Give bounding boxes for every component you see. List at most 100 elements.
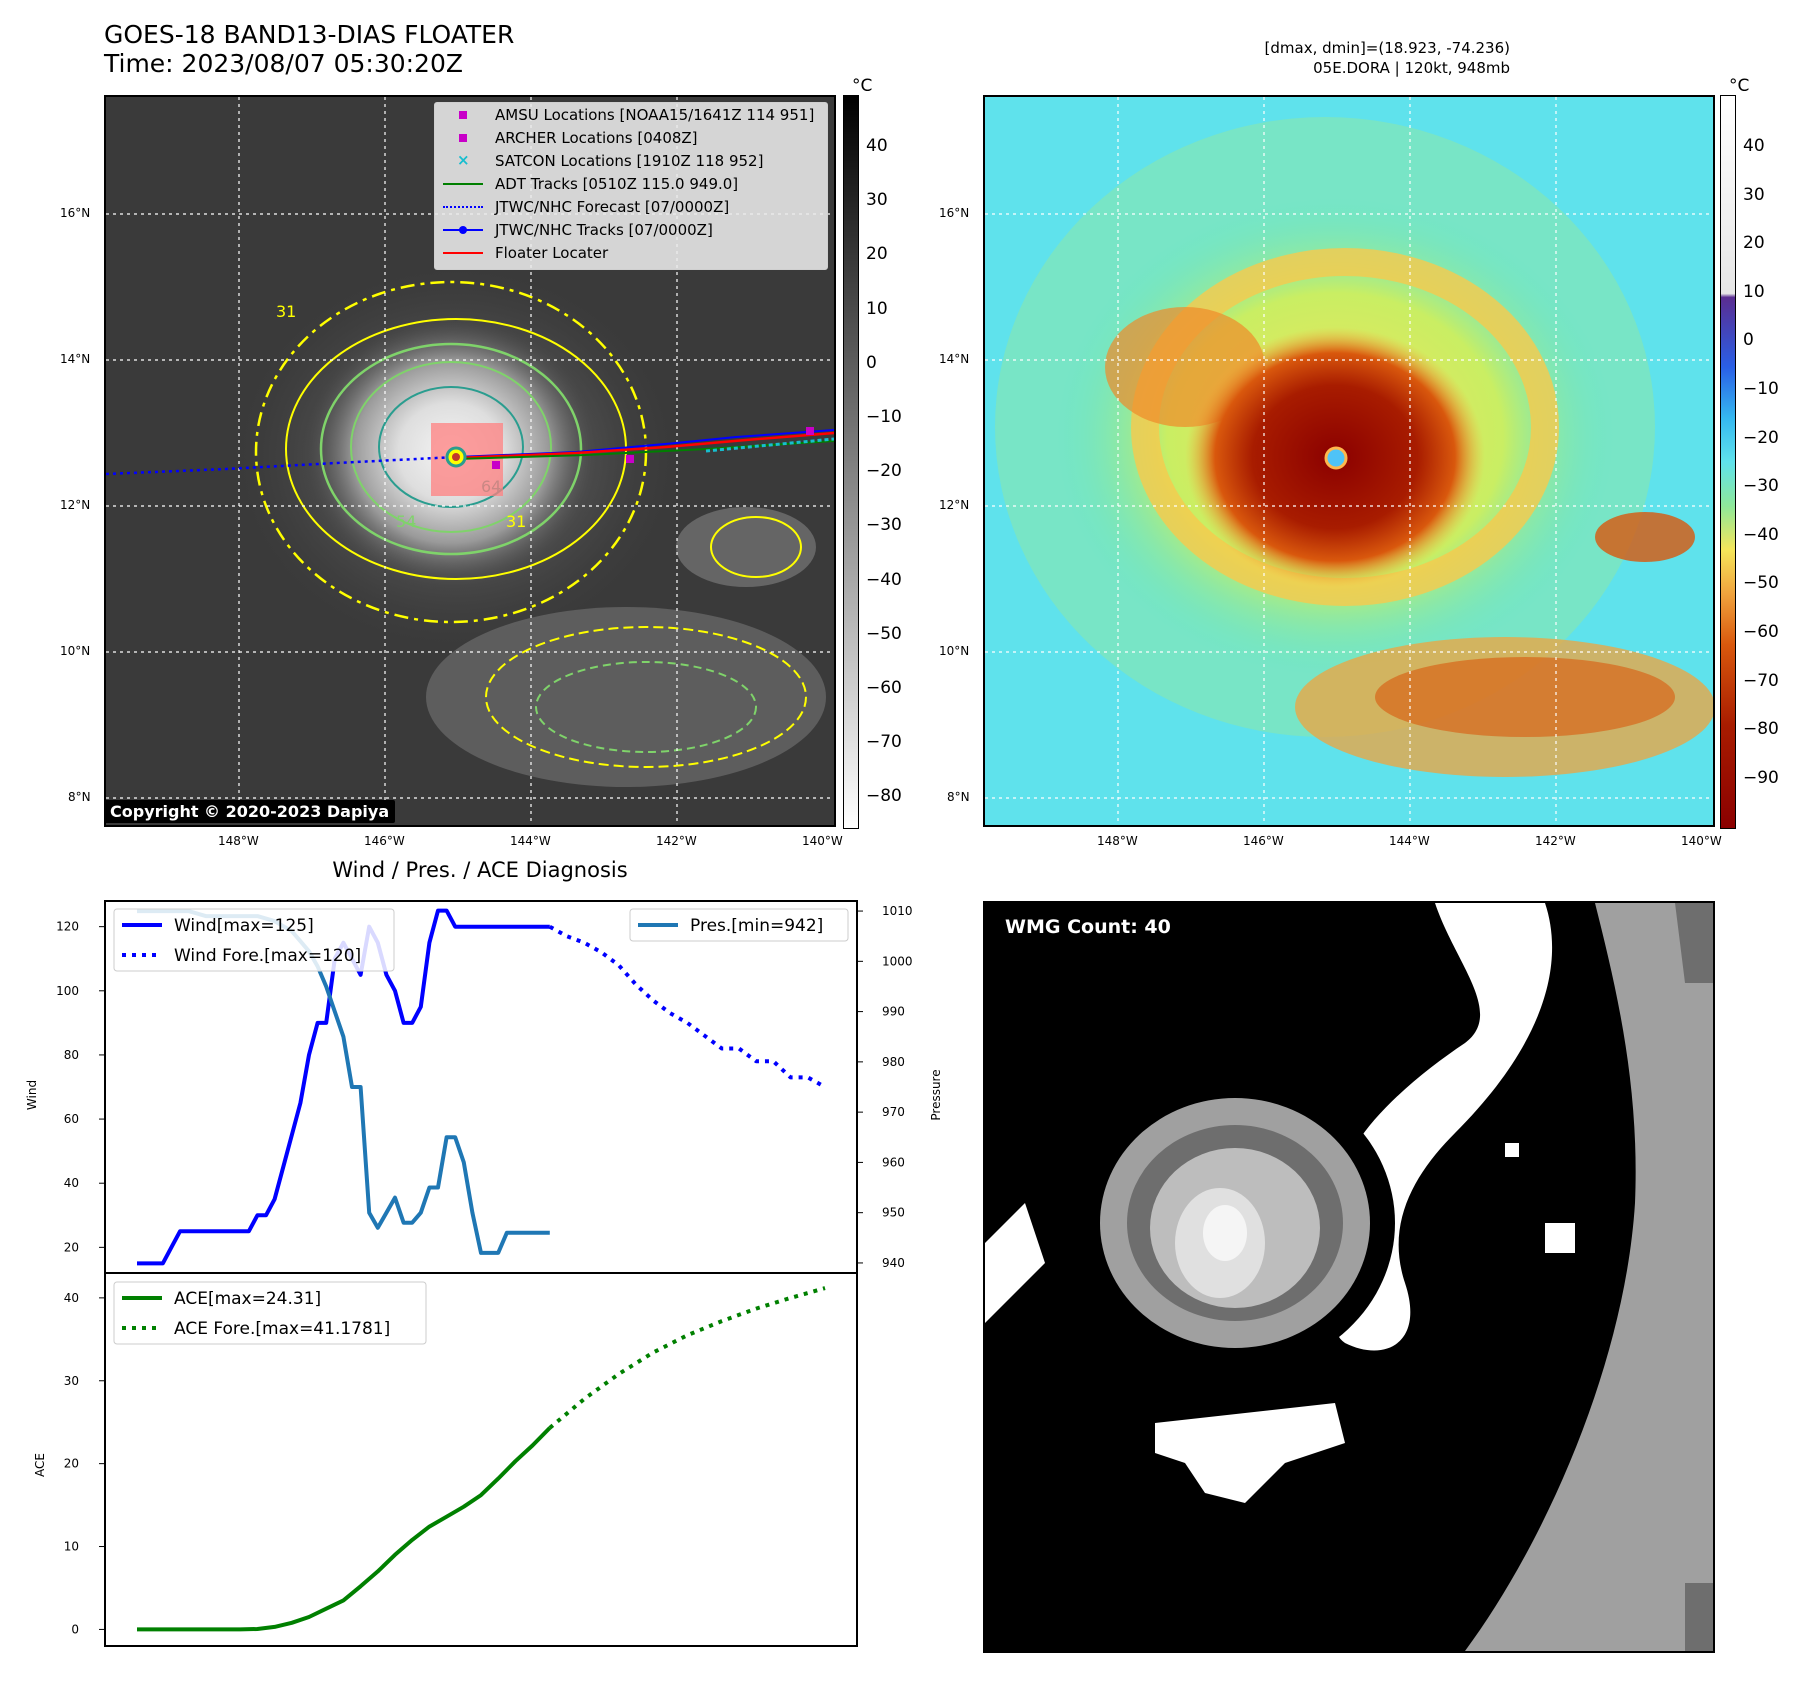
contour-label-31-north: 31 <box>276 302 296 321</box>
colorbar-color-tick-8: −40 <box>1743 524 1779 545</box>
colorbar-color-tick-12: −80 <box>1743 719 1779 740</box>
ace-ticks: 0 10 20 30 40 <box>64 1291 105 1636</box>
pressure-tick-label-950: 950 <box>882 1206 905 1220</box>
storm-summary-label: 05E.DORA | 120kt, 948mb <box>1313 59 1510 77</box>
wind-tick-label-80: 80 <box>64 1048 79 1062</box>
figure-title-line1: GOES-18 BAND13-DIAS FLOATER <box>104 20 515 49</box>
legend-adt: ADT Tracks [0510Z 115.0 949.0] <box>443 173 738 195</box>
pressure-ticks: 940 950 960 970 980 990 1000 1010 <box>857 904 913 1270</box>
legend-wind-fore-label: Wind Fore.[max=120] <box>174 946 361 966</box>
ace-lines <box>137 1286 826 1632</box>
map-gridlines-color <box>985 97 1713 825</box>
legend-pressure-label: Pres.[min=942] <box>690 916 823 936</box>
floater-track <box>455 431 834 460</box>
lat-label-10n-color: 10°N <box>939 644 970 658</box>
legend-forecast: JTWC/NHC Forecast [07/0000Z] <box>443 196 729 218</box>
lon-label-142w: 142°W <box>656 834 697 848</box>
ace-tick-label-30: 30 <box>64 1374 79 1388</box>
wind-legend: Wind[max=125] Wind Fore.[max=120] <box>113 908 395 972</box>
forecast-track <box>106 455 457 476</box>
map-gridlines <box>106 97 834 825</box>
amsu-location-marker <box>626 455 634 463</box>
lat-label-8n-color: 8°N <box>947 790 970 804</box>
legend-archer: ARCHER Locations [0408Z] <box>443 127 698 149</box>
wind-tick-label-100: 100 <box>56 984 79 998</box>
colorbar-color-tick-3: 10 <box>1743 281 1765 302</box>
colorbar-color-tick-4: 0 <box>1743 330 1754 351</box>
wind-forecast-line <box>548 924 826 1089</box>
colorbar-gray-tick-0: 40 <box>866 136 888 156</box>
lon-label-148w: 148°W <box>218 834 259 848</box>
pressure-tick-label-960: 960 <box>882 1155 905 1169</box>
ace-tick-label-0: 0 <box>71 1622 79 1636</box>
ace-line <box>137 1426 552 1632</box>
ir-color-image <box>985 97 1713 825</box>
legend-satcon: × SATCON Locations [1910Z 118 952] <box>457 151 764 170</box>
pressure-axis-label: Pressure <box>929 1069 943 1120</box>
pressure-tick-label-990: 990 <box>882 1005 905 1019</box>
lat-label-12n: 12°N <box>60 498 91 512</box>
storm-eye-color <box>1324 446 1348 470</box>
legend-wind-label: Wind[max=125] <box>174 916 314 936</box>
colorbar-gray-tick-8: −40 <box>866 569 902 590</box>
colorbar-color-tick-6: −20 <box>1743 427 1779 448</box>
copyright-badge: Copyright © 2020-2023 Dapiya <box>104 800 396 823</box>
colorbar-color-tick-9: −50 <box>1743 573 1779 594</box>
colorbar-color-tick-10: −60 <box>1743 622 1779 642</box>
colorbar-color-tick-1: 30 <box>1743 184 1765 205</box>
lat-label-8n: 8°N <box>68 790 91 804</box>
colorbar-gray-tick-7: −30 <box>866 515 902 536</box>
archer-location-marker <box>492 461 500 469</box>
lat-label-12n-color: 12°N <box>939 498 970 512</box>
lon-label-140w: 140°W <box>802 834 843 848</box>
ir-color-map[interactable] <box>983 95 1715 827</box>
lon-label-146w-color: 146°W <box>1243 834 1284 848</box>
legend-ace-fore-label: ACE Fore.[max=41.1781] <box>174 1319 390 1339</box>
colorbar-gray-tick-4: 0 <box>866 352 877 373</box>
legend-amsu: AMSU Locations [NOAA15/1641Z 114 951] <box>443 104 814 126</box>
lon-label-144w: 144°W <box>510 834 551 848</box>
track-legend: AMSU Locations [NOAA15/1641Z 114 951] AR… <box>434 102 828 270</box>
colorbar-gray-unit: °C <box>852 76 873 96</box>
ace-legend: ACE[max=24.31] ACE Fore.[max=41.1781] <box>113 1281 427 1345</box>
wind-tick-label-120: 120 <box>56 920 79 934</box>
wind-tick-label-20: 20 <box>64 1240 79 1254</box>
colorbar-gray-tick-1: 30 <box>866 190 888 211</box>
figure-title-line2: Time: 2023/08/07 05:30:20Z <box>104 49 463 78</box>
pressure-tick-label-970: 970 <box>882 1105 905 1119</box>
pressure-tick-label-1000: 1000 <box>882 954 913 968</box>
colorbar-gray-tick-11: −70 <box>866 732 902 753</box>
colorbar-color-tick-13: −90 <box>1743 767 1779 788</box>
colorbar-gray-tick-12: −80 <box>866 786 902 807</box>
pressure-tick-label-940: 940 <box>882 1256 905 1270</box>
lon-label-144w-color: 144°W <box>1389 834 1430 848</box>
colorbar-color <box>1720 95 1736 829</box>
colorbar-color-tick-5: −10 <box>1743 379 1779 399</box>
ace-tick-label-20: 20 <box>64 1457 79 1471</box>
lat-label-14n-color: 14°N <box>939 352 970 366</box>
pressure-legend: Pres.[min=942] <box>629 908 849 942</box>
wind-ticks: 20 40 60 80 100 120 <box>56 920 105 1254</box>
wmg-panel[interactable] <box>983 901 1715 1653</box>
ace-tick-label-40: 40 <box>64 1291 79 1305</box>
storm-info: [dmax, dmin]=(18.923, -74.236) 05E.DORA … <box>1265 38 1510 78</box>
contour-label-31-south: 31 <box>506 512 526 531</box>
colorbar-color-unit: °C <box>1729 76 1750 96</box>
lon-label-142w-color: 142°W <box>1535 834 1576 848</box>
satcon-track <box>705 437 834 453</box>
contour-label-54: 54 <box>396 512 416 531</box>
wind-tick-label-40: 40 <box>64 1176 79 1190</box>
lon-label-146w: 146°W <box>364 834 405 848</box>
legend-floater: Floater Locater <box>443 242 608 264</box>
colorbar-color-tick-2: 20 <box>1743 233 1765 254</box>
lat-label-16n: 16°N <box>60 206 91 220</box>
colorbar-gray-tick-10: −60 <box>866 678 902 698</box>
colorbar-gray-tick-3: 10 <box>866 298 888 319</box>
legend-tracks: JTWC/NHC Tracks [07/0000Z] <box>443 219 713 241</box>
wind-axis-label: Wind <box>25 1080 39 1110</box>
colorbar-gray-tick-9: −50 <box>866 623 902 644</box>
colorbar-gray-tick-5: −10 <box>866 407 902 427</box>
colorbar-color-tick-7: −30 <box>1743 476 1779 497</box>
lat-label-14n: 14°N <box>60 352 91 366</box>
